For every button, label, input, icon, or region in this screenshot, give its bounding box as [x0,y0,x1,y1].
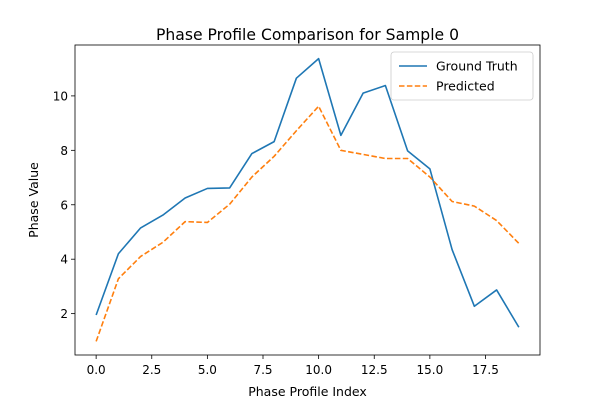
y-tick-label: 6 [60,198,68,212]
x-tick-label: 17.5 [472,363,499,377]
y-axis-label: Phase Value [26,162,41,238]
y-tick-label: 8 [60,144,68,158]
x-axis: 0.0 2.5 5.0 7.5 10.0 12.5 15.0 17.5 [87,355,499,377]
legend-box [390,51,534,101]
x-tick-label: 15.0 [417,363,444,377]
series-layer [95,57,520,342]
x-axis-label: Phase Profile Index [248,384,367,399]
y-tick-label: 10 [53,89,68,103]
x-tick-label: 7.5 [253,363,272,377]
x-tick-label: 2.5 [142,363,161,377]
y-tick-label: 4 [60,253,68,267]
series-line-ground-truth [95,57,520,328]
y-axis: 2 4 6 8 10 [53,89,75,321]
legend: Ground Truth Predicted [390,51,534,101]
chart-title: Phase Profile Comparison for Sample 0 [156,26,459,44]
y-tick-label: 2 [60,307,68,321]
x-tick-label: 12.5 [361,363,388,377]
x-tick-label: 5.0 [198,363,217,377]
x-tick-label: 0.0 [87,363,106,377]
legend-label-predicted: Predicted [436,79,495,94]
x-tick-label: 10.0 [305,363,332,377]
series-line-predicted [95,105,520,342]
legend-label-ground-truth: Ground Truth [436,59,518,74]
plot-frame [74,44,541,356]
